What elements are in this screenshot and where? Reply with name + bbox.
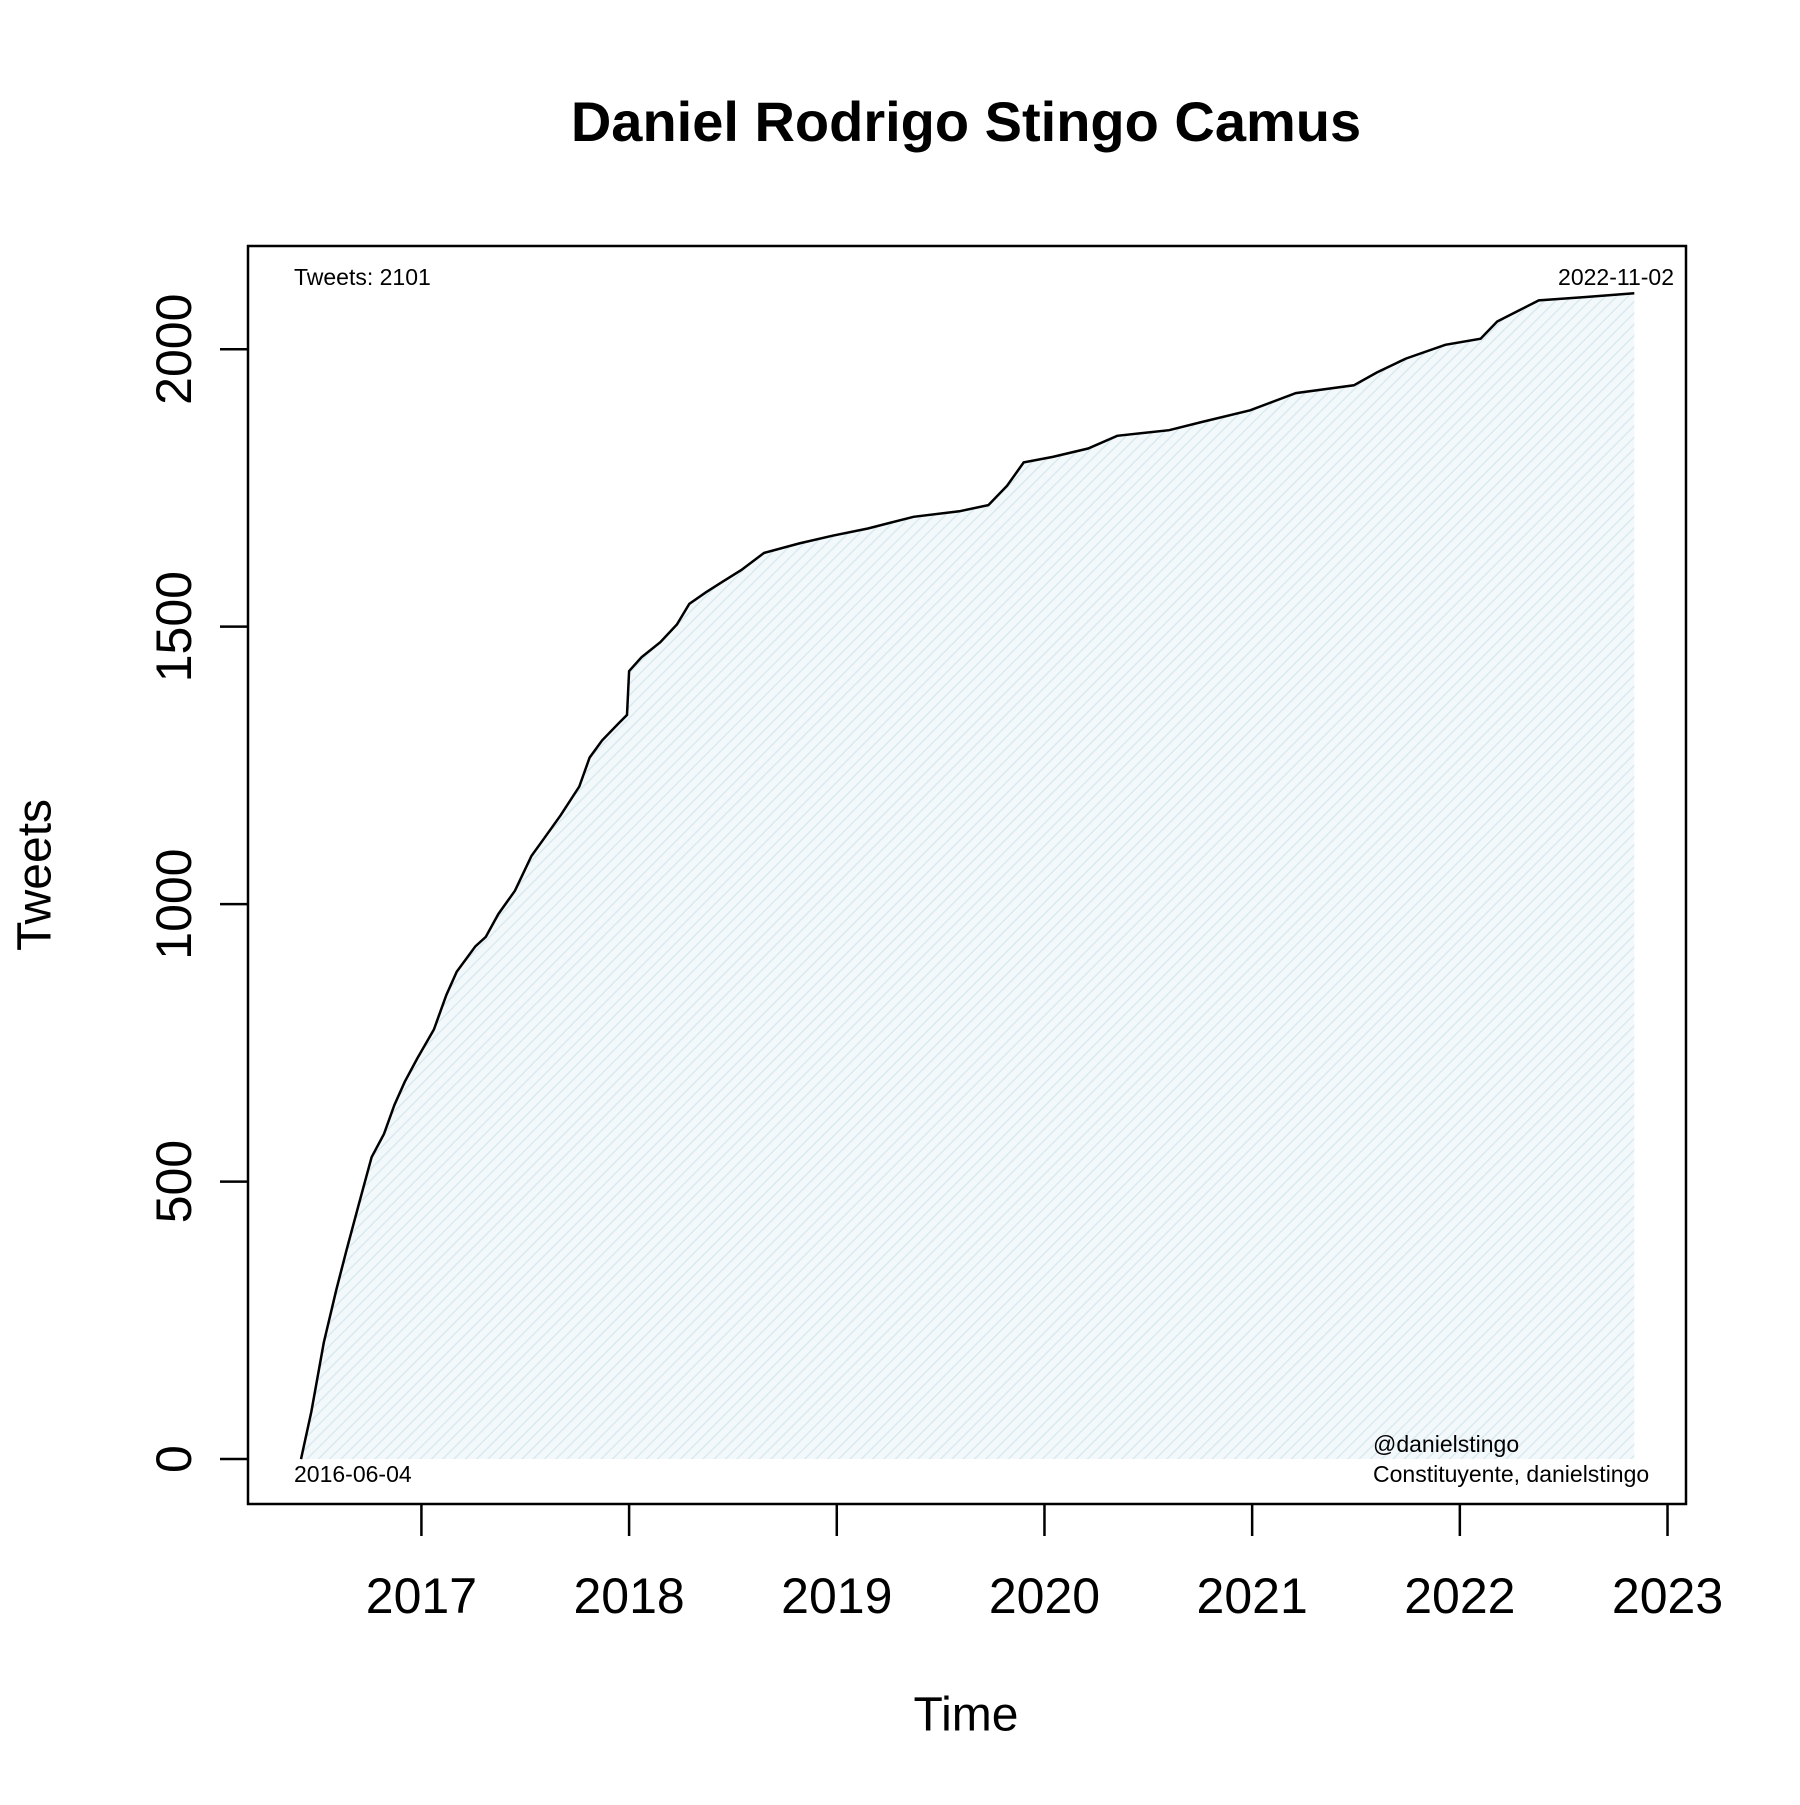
- line: [299, 291, 1635, 1460]
- x-tick-label: 2022: [1404, 1568, 1515, 1624]
- annotation: Constituyente, danielstingo: [1373, 1461, 1649, 1487]
- y-tick-label: 500: [146, 1140, 202, 1223]
- annotation: @danielstingo: [1373, 1431, 1519, 1457]
- x-tick-label: 2018: [573, 1568, 684, 1624]
- plot-frame: [246, 244, 1688, 1506]
- annotation: Tweets: 2101: [294, 264, 431, 290]
- y-tick-label: 1000: [146, 849, 202, 960]
- x-tick-label: 2019: [781, 1568, 892, 1624]
- x-axis-label: Time: [914, 1689, 1019, 1742]
- y-tick-label: 1500: [146, 571, 202, 682]
- x-tick-label: 2023: [1612, 1568, 1723, 1624]
- y-tick-label: 2000: [146, 294, 202, 405]
- y-axis-label: Tweets: [9, 799, 62, 951]
- area: [301, 293, 1635, 1460]
- x-tick-label: 2020: [989, 1568, 1100, 1624]
- annotation: 2016-06-04: [294, 1461, 412, 1487]
- x-tick-label: 2017: [366, 1568, 477, 1624]
- y-tick-label: 0: [146, 1445, 202, 1473]
- x-tick-label: 2021: [1197, 1568, 1308, 1624]
- annotation: 2022-11-02: [1558, 264, 1674, 290]
- chart-title: Daniel Rodrigo Stingo Camus: [571, 90, 1361, 153]
